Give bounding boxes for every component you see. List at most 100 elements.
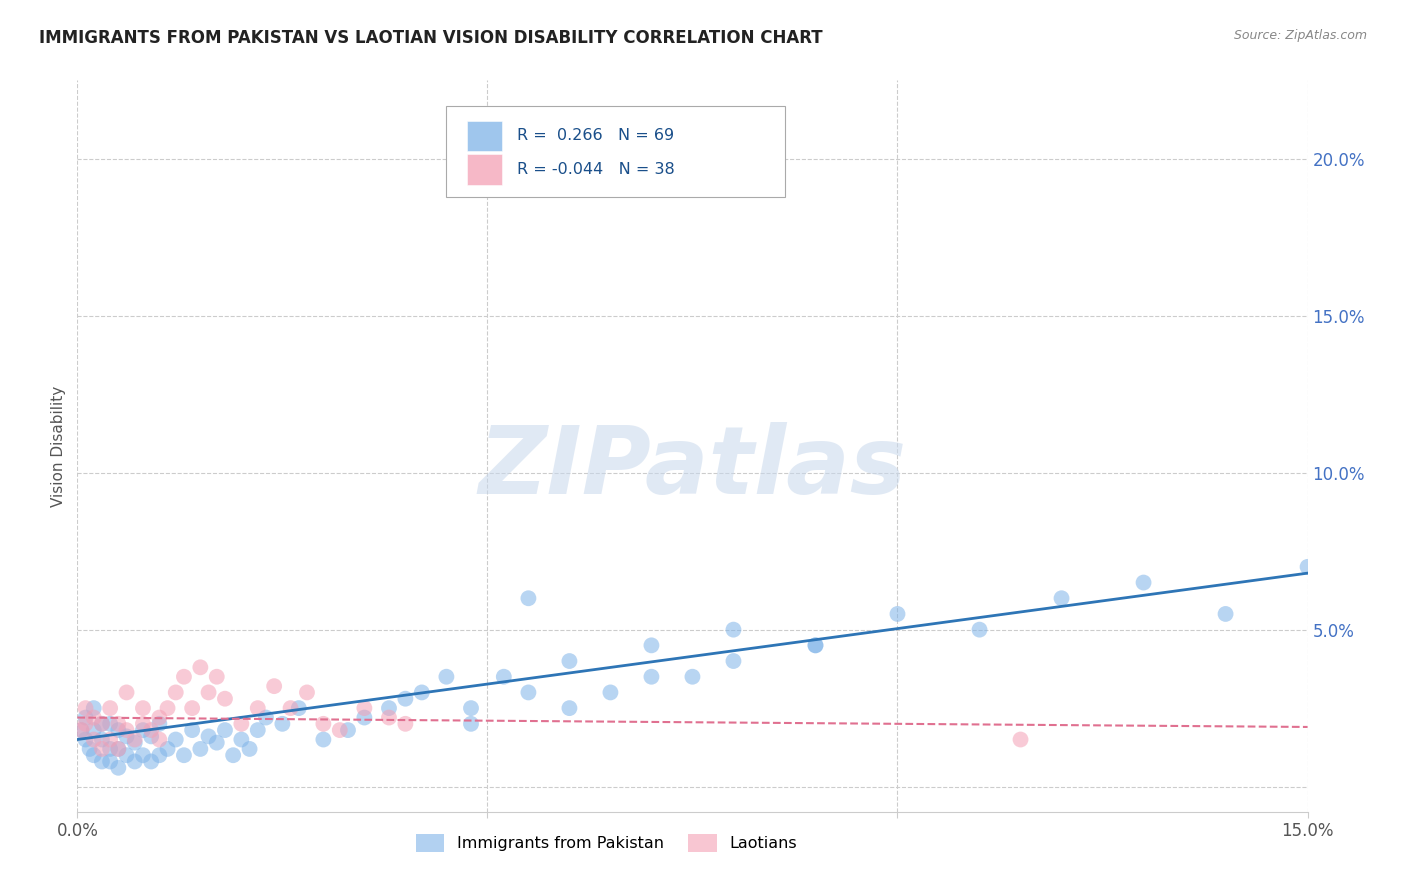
Point [70,723,93,737]
Point [148,748,170,763]
Point [98,742,121,756]
Point [378,710,401,724]
Point [214,691,236,706]
Point [271,716,294,731]
Point [1010,732,1032,747]
Point [107,742,129,756]
Point [460,716,482,731]
Point [222,748,245,763]
Point [312,716,335,731]
Point [353,710,375,724]
Point [83,710,105,724]
Point [969,623,991,637]
Bar [467,120,502,152]
Point [886,607,908,621]
Point [1296,559,1319,574]
Point [411,685,433,699]
Point [141,755,163,769]
Point [460,701,482,715]
Point [1132,575,1154,590]
Point [353,701,375,715]
FancyBboxPatch shape [447,106,785,197]
Point [107,716,129,731]
Text: R =  0.266   N = 69: R = 0.266 N = 69 [516,128,673,144]
Point [90,732,114,747]
Point [75,710,97,724]
Point [98,755,121,769]
Point [90,716,114,731]
Point [90,755,114,769]
Point [156,701,179,715]
Point [804,638,827,652]
Point [107,761,129,775]
Point [75,716,97,731]
Point [107,742,129,756]
Point [83,748,105,763]
Point [394,716,416,731]
Point [197,685,219,699]
Point [640,670,662,684]
Point [165,685,187,699]
Point [165,732,187,747]
Point [231,716,253,731]
Point [132,701,155,715]
Point [70,723,93,737]
Point [132,748,155,763]
Point [492,670,515,684]
Point [337,723,360,737]
Point [640,638,662,652]
Point [517,685,540,699]
Point [723,623,745,637]
Text: R = -0.044   N = 38: R = -0.044 N = 38 [516,162,675,177]
Point [205,736,228,750]
Point [124,755,146,769]
Point [188,660,212,674]
Point [312,732,335,747]
Point [141,730,163,744]
Point [132,716,155,731]
Point [804,638,827,652]
Point [98,716,121,731]
Point [75,732,97,747]
Point [246,723,269,737]
Point [98,701,121,715]
Point [436,670,458,684]
Point [288,701,311,715]
Point [75,701,97,715]
Text: IMMIGRANTS FROM PAKISTAN VS LAOTIAN VISION DISABILITY CORRELATION CHART: IMMIGRANTS FROM PAKISTAN VS LAOTIAN VISI… [39,29,823,46]
Point [280,701,302,715]
Point [329,723,352,737]
Point [394,691,416,706]
Point [263,679,285,693]
Point [83,701,105,715]
Point [156,742,179,756]
Point [1050,591,1073,606]
Point [378,701,401,715]
Text: Source: ZipAtlas.com: Source: ZipAtlas.com [1233,29,1367,42]
Point [83,732,105,747]
Point [148,710,170,724]
Point [517,591,540,606]
Text: ZIPatlas: ZIPatlas [478,422,907,514]
Point [181,723,204,737]
Point [90,742,114,756]
Point [1215,607,1237,621]
Point [79,742,101,756]
Point [181,701,204,715]
Point [115,723,138,737]
Bar [467,154,502,185]
Point [558,654,581,668]
Point [148,732,170,747]
Point [173,670,195,684]
Point [173,748,195,763]
Point [239,742,262,756]
Point [148,716,170,731]
Point [682,670,704,684]
Y-axis label: Vision Disability: Vision Disability [51,385,66,507]
Point [115,685,138,699]
Point [231,732,253,747]
Point [205,670,228,684]
Point [214,723,236,737]
Point [83,723,105,737]
Point [124,736,146,750]
